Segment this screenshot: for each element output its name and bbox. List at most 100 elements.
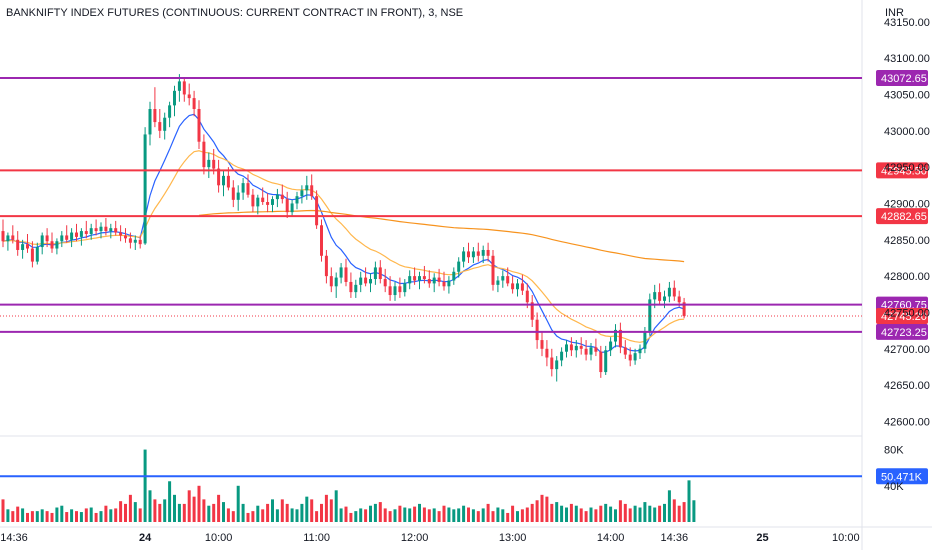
candle-body xyxy=(143,134,147,244)
candle-body xyxy=(192,98,196,109)
volume-level-label: 50.471K xyxy=(881,471,923,483)
volume-bar xyxy=(138,508,142,522)
volume-bar xyxy=(11,511,15,522)
volume-bar xyxy=(60,505,64,522)
candle-body xyxy=(241,183,245,193)
volume-bar xyxy=(261,509,265,522)
volume-bar xyxy=(344,506,348,522)
price-tick-label: 42700.00 xyxy=(884,344,930,356)
price-tick-label: 42950.00 xyxy=(884,162,930,174)
volume-bar xyxy=(163,499,167,522)
volume-bar xyxy=(35,511,39,522)
volume-bar xyxy=(310,499,314,522)
volume-bar xyxy=(373,503,377,522)
volume-bar xyxy=(315,511,319,522)
candle-body xyxy=(442,281,446,287)
volume-bar xyxy=(476,511,480,522)
volume-bar xyxy=(226,508,230,522)
volume-bar xyxy=(511,505,515,522)
candle-body xyxy=(202,141,206,168)
candle-body xyxy=(628,354,632,361)
volume-bar xyxy=(173,494,176,522)
candle-body xyxy=(643,331,647,349)
candle-body xyxy=(589,347,593,355)
candle-body xyxy=(418,276,421,281)
volume-bar xyxy=(413,506,417,522)
candle-body xyxy=(349,281,353,293)
volume-bar xyxy=(202,499,206,522)
volume-bar xyxy=(153,499,157,522)
volume-bar xyxy=(594,509,598,522)
volume-bar xyxy=(648,505,652,522)
candle-body xyxy=(133,239,137,243)
level-tag xyxy=(876,162,928,179)
volume-bar xyxy=(550,503,554,522)
candle-body xyxy=(329,276,333,287)
volume-bar xyxy=(569,503,573,522)
volume-bar xyxy=(222,502,225,522)
candle-body xyxy=(560,351,564,361)
volume-bar xyxy=(280,499,284,522)
candle-body xyxy=(158,122,162,131)
volume-bar xyxy=(109,509,113,522)
time-tick-label: 12:00 xyxy=(401,532,429,544)
candle-body xyxy=(535,319,539,341)
candle-body xyxy=(530,302,534,320)
volume-bar xyxy=(241,503,245,522)
volume-bar xyxy=(560,505,564,522)
candle-body xyxy=(623,347,627,355)
volume-bar xyxy=(378,502,382,522)
candle-body xyxy=(672,287,676,297)
volume-bar xyxy=(70,509,74,522)
candle-body xyxy=(653,292,657,300)
volume-bar xyxy=(609,506,613,522)
volume-bar xyxy=(168,481,172,522)
price-tick-label: 42750.00 xyxy=(884,307,930,319)
candle-body xyxy=(520,283,524,291)
volume-bar xyxy=(393,509,397,522)
price-tick-label: 42900.00 xyxy=(884,198,930,210)
ema-slow-line xyxy=(2,150,685,343)
level-tag-label: 42723.25 xyxy=(881,327,927,339)
level-tag xyxy=(876,208,928,225)
candle-body xyxy=(354,284,358,293)
volume-bar xyxy=(114,508,118,522)
volume-bar xyxy=(584,511,588,522)
volume-bar xyxy=(84,508,88,522)
volume-bar xyxy=(217,494,221,522)
candle-body xyxy=(119,232,123,236)
candle-body xyxy=(398,286,402,293)
candle-body xyxy=(569,344,573,351)
candle-body xyxy=(427,279,431,284)
volume-bar xyxy=(628,508,632,522)
candle-body xyxy=(246,183,250,195)
volume-bar xyxy=(658,505,662,522)
candle-body xyxy=(614,329,617,342)
candle-body xyxy=(6,235,10,242)
last-price-label: 42745.20 xyxy=(881,311,927,323)
volume-bar xyxy=(1,499,5,522)
volume-bar xyxy=(408,508,412,522)
volume-bar xyxy=(334,490,338,522)
volume-bar xyxy=(329,499,333,522)
candle-body xyxy=(525,290,529,303)
candle-body xyxy=(413,276,417,281)
level-tag-label: 42945.50 xyxy=(881,165,927,177)
volume-bar xyxy=(177,503,181,522)
volume-bar xyxy=(457,508,461,522)
candle-body xyxy=(79,231,83,237)
candle-body xyxy=(658,292,662,301)
volume-bar xyxy=(128,494,132,522)
volume-bar xyxy=(320,503,323,522)
volume-bar xyxy=(271,499,274,522)
volume-bar xyxy=(403,507,407,522)
volume-bar xyxy=(501,509,505,522)
candle-body xyxy=(383,279,387,287)
volume-bar xyxy=(383,508,387,522)
ema-fast-line xyxy=(2,113,685,354)
volume-bar xyxy=(295,509,299,522)
volume-bar xyxy=(99,511,103,522)
candle-body xyxy=(506,276,510,284)
volume-bar xyxy=(471,509,475,522)
